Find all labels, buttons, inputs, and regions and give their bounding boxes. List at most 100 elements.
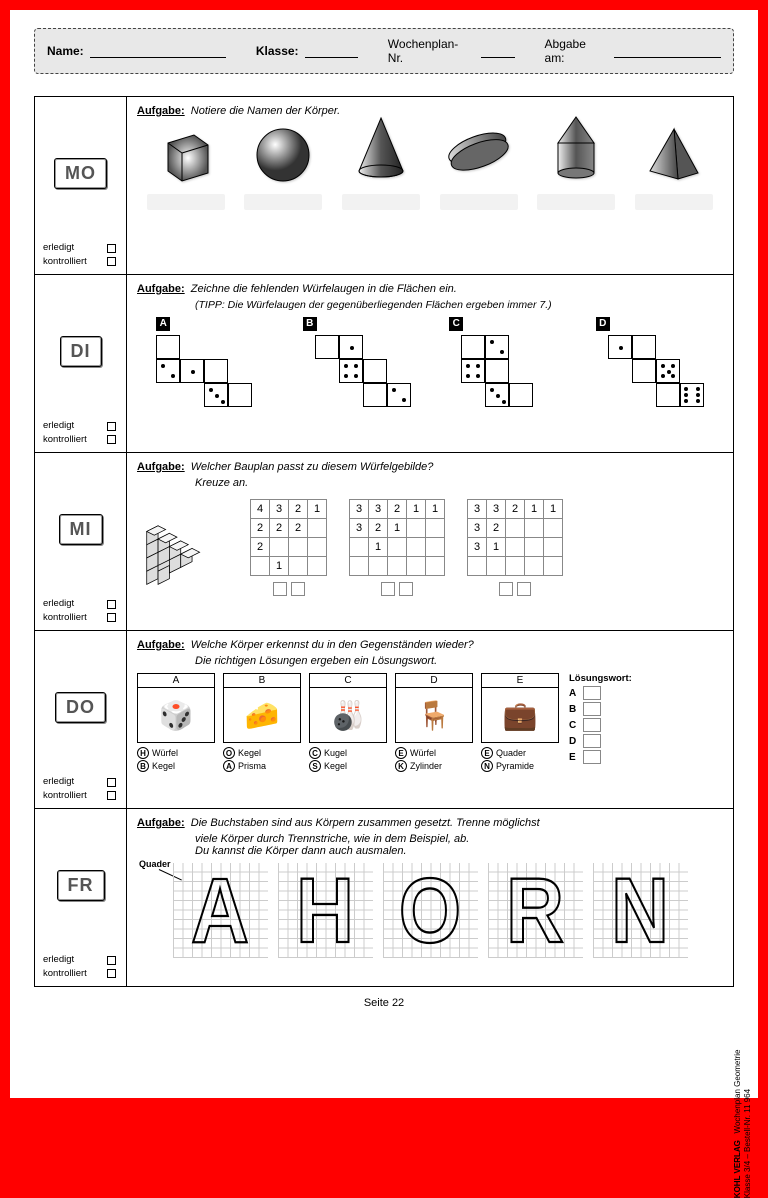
building-plan[interactable]: 332113211 bbox=[349, 499, 445, 596]
quader-callout: Quader bbox=[139, 859, 171, 869]
cube-structure-icon bbox=[137, 505, 232, 590]
answer-option[interactable]: CKugel bbox=[309, 747, 387, 759]
object-image: 🎲 bbox=[137, 687, 215, 743]
day-label-fr: FR bbox=[57, 870, 105, 901]
object-item: D🪑 EWürfelKZylinder bbox=[395, 673, 473, 773]
kontrolliert-checkbox[interactable] bbox=[107, 791, 116, 800]
erledigt-checkbox[interactable] bbox=[107, 422, 116, 431]
object-item: B🧀 OKegelAPrisma bbox=[223, 673, 301, 773]
answer-slot[interactable] bbox=[440, 194, 518, 210]
erledigt-checkbox[interactable] bbox=[107, 600, 116, 609]
building-plan[interactable]: 332113231 bbox=[467, 499, 563, 596]
kontrolliert-checkbox[interactable] bbox=[107, 969, 116, 978]
day-label-mo: MO bbox=[54, 158, 107, 189]
status-checks: erledigt kontrolliert bbox=[39, 241, 122, 268]
name-field[interactable] bbox=[90, 44, 227, 58]
cone-icon bbox=[351, 113, 411, 183]
row-tuesday: DI erledigt kontrolliert Aufgabe: Zeichn… bbox=[35, 275, 733, 453]
object-item: C🎳 CKugelSKegel bbox=[309, 673, 387, 773]
publisher-info: KOHL VERLAG Wochenplan Geometrie Klasse … bbox=[733, 998, 752, 1198]
page-footer: Seite 22 bbox=[34, 997, 734, 1009]
grid-letter[interactable]: R bbox=[488, 863, 583, 958]
building-plan[interactable]: 432122221 bbox=[250, 499, 327, 596]
answer-slot[interactable] bbox=[244, 194, 322, 210]
erledigt-checkbox[interactable] bbox=[107, 778, 116, 787]
object-image: 🪑 bbox=[395, 687, 473, 743]
abgabe-label: Abgabe am: bbox=[545, 37, 608, 65]
do-task: Welche Körper erkennst du in den Gegenst… bbox=[191, 639, 474, 651]
mi-task2: Kreuze an. bbox=[195, 477, 248, 489]
aufgabe-label: Aufgabe: bbox=[137, 105, 185, 117]
answer-slot[interactable] bbox=[147, 194, 225, 210]
erledigt-checkbox[interactable] bbox=[107, 956, 116, 965]
object-image: 🧀 bbox=[223, 687, 301, 743]
dice-net-b[interactable]: B bbox=[297, 317, 417, 427]
grid-letter[interactable]: O bbox=[383, 863, 478, 958]
answer-option[interactable]: SKegel bbox=[309, 760, 387, 772]
klasse-field[interactable] bbox=[305, 44, 359, 58]
building-plans: 432122221 332113211332113231 bbox=[250, 499, 563, 596]
object-item: E💼 EQuaderNPyramide bbox=[481, 673, 559, 773]
solution-slot[interactable] bbox=[583, 686, 601, 700]
row-monday: MO erledigt kontrolliert Aufgabe: Notier… bbox=[35, 97, 733, 275]
klasse-label: Klasse: bbox=[256, 44, 299, 58]
solution-slot[interactable] bbox=[583, 702, 601, 716]
row-thursday: DO erledigt kontrolliert Aufgabe: Welche… bbox=[35, 631, 733, 809]
disc-icon bbox=[444, 123, 514, 183]
erledigt-checkbox[interactable] bbox=[107, 244, 116, 253]
day-label-mi: MI bbox=[59, 514, 103, 545]
kontrolliert-checkbox[interactable] bbox=[107, 257, 116, 266]
object-item: A🎲 HWürfelBKegel bbox=[137, 673, 215, 773]
grid-letters: Quader AHORN bbox=[137, 863, 723, 958]
solution-word-box: Lösungswort: ABCDE bbox=[569, 673, 632, 766]
di-tipp: (TIPP: Die Würfelaugen der gegenüberlieg… bbox=[195, 299, 723, 311]
answer-option[interactable]: EQuader bbox=[481, 747, 559, 759]
mo-task: Notiere die Namen der Körper. bbox=[191, 105, 340, 117]
answer-option[interactable]: KZylinder bbox=[395, 760, 473, 772]
answer-slot[interactable] bbox=[342, 194, 420, 210]
kontrolliert-checkbox[interactable] bbox=[107, 435, 116, 444]
wochenplan-nr-field[interactable] bbox=[481, 44, 515, 58]
answer-option[interactable]: OKegel bbox=[223, 747, 301, 759]
object-items: A🎲 HWürfelBKegel B🧀 OKegelAPrisma C🎳 CKu… bbox=[137, 673, 559, 773]
grid-letter[interactable]: H bbox=[278, 863, 373, 958]
answer-option[interactable]: HWürfel bbox=[137, 747, 215, 759]
kontrolliert-checkbox[interactable] bbox=[107, 613, 116, 622]
grid-letter[interactable]: A bbox=[173, 863, 268, 958]
dice-net-d[interactable]: D bbox=[590, 317, 710, 427]
row-friday: FR erledigt kontrolliert Aufgabe: Die Bu… bbox=[35, 809, 733, 987]
object-image: 💼 bbox=[481, 687, 559, 743]
day-label-di: DI bbox=[60, 336, 102, 367]
day-label-do: DO bbox=[55, 692, 106, 723]
row-wednesday: MI erledigt kontrolliert Aufgabe: Welche… bbox=[35, 453, 733, 631]
kontrolliert-label: kontrolliert bbox=[43, 255, 87, 268]
answer-slot[interactable] bbox=[635, 194, 713, 210]
abgabe-field[interactable] bbox=[614, 44, 721, 58]
dice-nets: A B bbox=[137, 317, 723, 427]
answer-option[interactable]: BKegel bbox=[137, 760, 215, 772]
erledigt-label: erledigt bbox=[43, 241, 74, 254]
solution-slot[interactable] bbox=[583, 718, 601, 732]
answer-slot[interactable] bbox=[537, 194, 615, 210]
grid-letter[interactable]: N bbox=[593, 863, 688, 958]
wochenplan-label: Wochenplan- Nr. bbox=[388, 37, 475, 65]
solution-slot[interactable] bbox=[583, 750, 601, 764]
mi-task: Welcher Bauplan passt zu diesem Würfelge… bbox=[191, 461, 434, 473]
pyramid-icon bbox=[644, 123, 704, 183]
dice-net-c[interactable]: C bbox=[443, 317, 563, 427]
solution-slot[interactable] bbox=[583, 734, 601, 748]
dice-net-a[interactable]: A bbox=[150, 317, 270, 427]
name-label: Name: bbox=[47, 44, 84, 58]
fr-task: Die Buchstaben sind aus Körpern zusammen… bbox=[191, 817, 540, 829]
di-task: Zeichne die fehlenden Würfelaugen in die… bbox=[191, 283, 457, 295]
sphere-icon bbox=[253, 123, 313, 183]
answer-option[interactable]: EWürfel bbox=[395, 747, 473, 759]
fr-task2: viele Körper durch Trennstriche, wie in … bbox=[195, 833, 469, 845]
cylinder-cone-icon bbox=[546, 113, 606, 183]
cube-icon bbox=[156, 123, 216, 183]
answer-option[interactable]: APrisma bbox=[223, 760, 301, 772]
worksheet-header: Name: Klasse: Wochenplan- Nr. Abgabe am: bbox=[34, 28, 734, 74]
shapes-row bbox=[137, 125, 723, 210]
answer-option[interactable]: NPyramide bbox=[481, 760, 559, 772]
object-image: 🎳 bbox=[309, 687, 387, 743]
